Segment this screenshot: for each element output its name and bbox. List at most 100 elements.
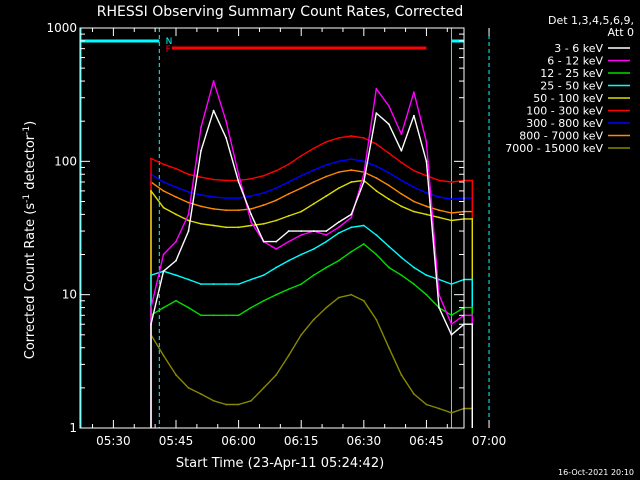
series-3-point [275,266,278,269]
series-3-point [375,234,378,236]
series-3-point [150,274,152,277]
series-4-point [237,226,240,229]
series-6-point [237,197,240,199]
series-5-point [300,154,303,157]
series-5-point [400,161,403,164]
series-1-point [200,126,202,129]
series-8-point [225,403,227,406]
series-5-point [187,173,190,176]
x-tick-label: 06:15 [284,434,319,448]
series-1-point [150,306,152,309]
series-1-point [325,234,328,236]
series-8-point [400,374,403,376]
series-2-point [250,306,253,309]
series-2-point [413,283,415,286]
series-7-point [187,201,190,204]
series-6-point [212,196,215,198]
series-0-point [300,230,303,232]
series-3-point [225,283,227,286]
series-4-point [425,213,428,216]
series-6-point [250,195,253,197]
series-2-point [212,314,215,317]
series-1-point [275,248,278,250]
series-5-point [337,136,340,139]
series-3-point [438,278,440,281]
series-0-point [162,270,165,273]
series-5-point [425,174,428,177]
legend-label-1: 6 - 12 keV [547,55,603,68]
series-7-point [262,204,265,206]
series-7-point [175,196,177,198]
axes: 1 10 100 1000 05:30 05:45 06:00 06:15 06:30 06:45… [46,21,506,448]
series-2-point [200,314,202,317]
series-7-point [200,205,202,208]
series-6-point [175,186,177,189]
series-2-point [400,274,403,277]
series-7-point [375,177,378,179]
series-3-point [450,283,453,286]
series-5-point [287,163,290,166]
series-6-point [425,191,428,194]
series-3-point [362,224,365,227]
legend-label-0: 3 - 6 keV [554,42,603,55]
y-tick-label: 10 [62,288,77,302]
series-3-point [287,259,290,262]
y-tick-label: 1000 [46,21,77,35]
series-0-point [400,149,403,152]
series-1-point [425,140,428,143]
series-6-point [400,179,403,182]
series-1-point [337,226,340,229]
series-8-point [175,374,177,376]
series-2-point [300,283,303,286]
series-8-point [350,293,353,296]
series-8-point [375,318,378,321]
series-1-point [387,105,390,107]
series-5-point [212,178,215,181]
series-1-point [400,133,403,136]
series-6-point [438,196,440,198]
series-1-point [162,253,165,256]
series-1-point [471,314,474,317]
series-6-point [413,186,415,189]
series-8-point [438,407,440,410]
series-5-point [262,174,265,177]
series-4-point [400,205,403,208]
series-4-point [150,190,152,192]
series-3-point [212,283,215,286]
series-0-point [262,240,265,243]
series-8-point [212,399,215,402]
legend-label-3: 25 - 50 keV [540,80,603,93]
legend-header-line-1: Det 1,3,4,5,6,9, [548,14,634,27]
series-2-point [225,314,227,317]
series-4-point [162,206,165,209]
series-0-point [325,230,328,232]
series-1-point [450,323,453,326]
timestamp: 16-Oct-2021 20:10 [558,468,634,477]
series-5-point [175,167,177,170]
series-8-point [312,318,315,321]
series-3-point [237,283,240,286]
series-4-point [275,219,278,222]
series-8-point [162,354,165,357]
series-5-point [387,152,390,155]
series-2-point [350,250,353,253]
series-1-point [375,87,378,90]
series-2-point [375,253,378,256]
series-7-point [312,181,315,183]
legend-row-6: 300 - 800 keV [526,117,630,130]
series-3-point [325,240,328,243]
series-6-point [162,181,165,183]
series-3-point [312,248,315,250]
series-7-point [387,184,390,187]
x-tick-label: 05:45 [159,434,194,448]
series-0-point [450,333,453,336]
series-0-point [350,213,353,216]
series-3-point [425,274,428,277]
series-4-point [350,181,353,183]
series-2-point [325,266,328,269]
series-0-point [237,181,240,183]
series-7-point [250,207,253,210]
series-4-point [187,219,190,222]
series-5-point [200,176,202,179]
